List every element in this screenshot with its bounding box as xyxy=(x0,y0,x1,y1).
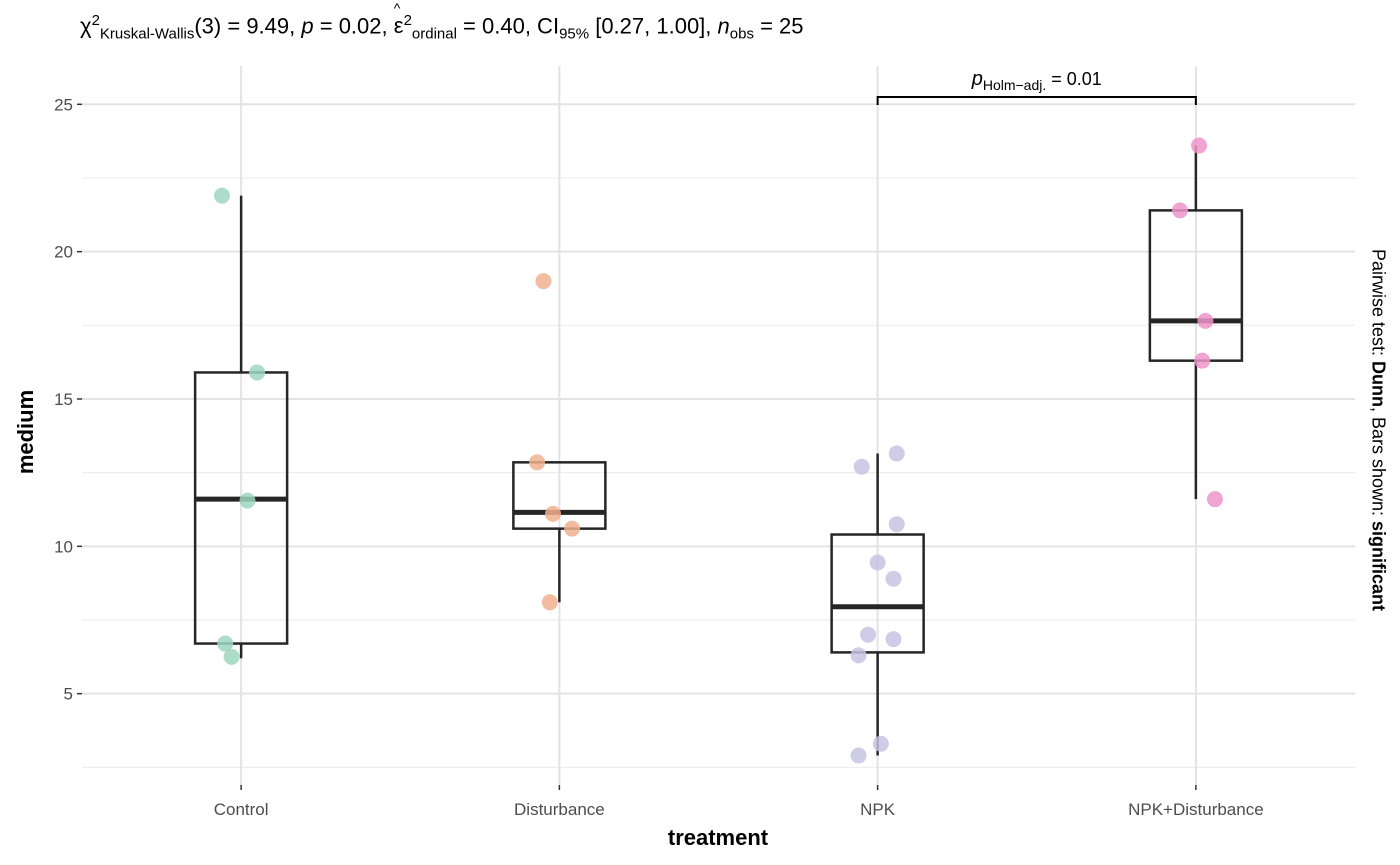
box-npk-disturbance xyxy=(1148,145,1244,500)
epsilon-hat: ^ xyxy=(393,0,401,17)
p-symbol: p xyxy=(301,13,314,39)
n-symbol: n xyxy=(717,13,730,39)
data-point xyxy=(869,554,886,571)
n-subscript: obs xyxy=(729,25,754,43)
box-layer xyxy=(193,145,1244,756)
x-axis-label: treatment xyxy=(667,825,769,850)
x-tick-label: NPK+Disturbance xyxy=(1128,800,1264,819)
data-point xyxy=(1206,491,1223,508)
caption-middle: , Bars shown: xyxy=(1368,406,1389,522)
y-tick-label: 10 xyxy=(54,537,73,556)
plot-subtitle: χ2Kruskal-Wallis(3) = 9.49, p = 0.02, ^ ε… xyxy=(80,0,804,43)
epsilon-superscript: 2 xyxy=(403,12,412,29)
data-point xyxy=(564,520,581,537)
data-point xyxy=(541,594,558,611)
df-text: (3) = 9.49, xyxy=(194,13,302,39)
data-point xyxy=(888,516,905,533)
chi-superscript: 2 xyxy=(91,12,100,29)
data-point xyxy=(217,635,234,652)
data-point xyxy=(214,187,231,204)
grid-layer xyxy=(82,66,1355,785)
data-point xyxy=(223,648,240,665)
n-value-text: = 25 xyxy=(753,13,804,39)
ci-text: [0.27, 1.00], xyxy=(589,13,718,39)
data-point xyxy=(1194,352,1211,369)
comparison-label: pHolm−adj. = 0.01 xyxy=(971,68,1102,93)
effect-size-text: = 0.40, CI xyxy=(456,13,560,39)
y-tick-label: 25 xyxy=(54,95,73,114)
chi-subscript: Kruskal-Wallis xyxy=(99,25,195,43)
ci-subscript: 95% xyxy=(559,25,590,43)
data-point xyxy=(872,735,889,752)
comparison-layer: pHolm−adj. = 0.01 xyxy=(876,68,1197,105)
box-rect xyxy=(193,371,289,645)
data-point xyxy=(239,492,256,509)
data-point xyxy=(885,631,902,648)
data-point xyxy=(853,458,870,475)
x-tick-label: NPK xyxy=(860,800,896,819)
data-point xyxy=(249,364,266,381)
data-point xyxy=(529,454,546,471)
data-point xyxy=(888,445,905,462)
data-point xyxy=(545,505,562,522)
p-value-text: = 0.02, xyxy=(313,13,394,39)
y-axis-label: medium xyxy=(13,389,38,475)
box-npk xyxy=(830,453,925,756)
box-rect xyxy=(830,533,925,654)
data-point xyxy=(885,570,902,587)
data-point xyxy=(1171,202,1188,219)
data-point xyxy=(1197,312,1214,329)
epsilon-subscript: ordinal xyxy=(411,25,457,43)
data-point xyxy=(1191,137,1208,154)
pairwise-caption: Pairwise test: Dunn, Bars shown: signifi… xyxy=(1368,249,1389,611)
data-point xyxy=(535,273,552,290)
box-rect xyxy=(512,461,607,530)
epsilon-symbol: ^ ε xyxy=(393,0,404,39)
y-tick-label: 15 xyxy=(54,390,73,409)
y-tick-label: 5 xyxy=(64,685,73,704)
axis-layer: 5 10 15 20 25 Control Disturbance NPK NPK+Distur… xyxy=(54,95,1264,819)
data-point xyxy=(860,626,877,643)
data-point xyxy=(850,747,867,764)
point-layer xyxy=(214,137,1223,764)
comparison-bracket xyxy=(876,95,1197,105)
y-tick-label: 20 xyxy=(54,243,73,262)
caption-shown: significant xyxy=(1368,521,1389,612)
x-tick-label: Control xyxy=(214,800,269,819)
x-tick-label: Disturbance xyxy=(514,800,605,819)
data-point xyxy=(850,647,867,664)
chi-symbol: χ xyxy=(80,13,92,39)
caption-test: Dunn xyxy=(1368,361,1389,407)
caption-prefix: Pairwise test: xyxy=(1368,248,1389,361)
